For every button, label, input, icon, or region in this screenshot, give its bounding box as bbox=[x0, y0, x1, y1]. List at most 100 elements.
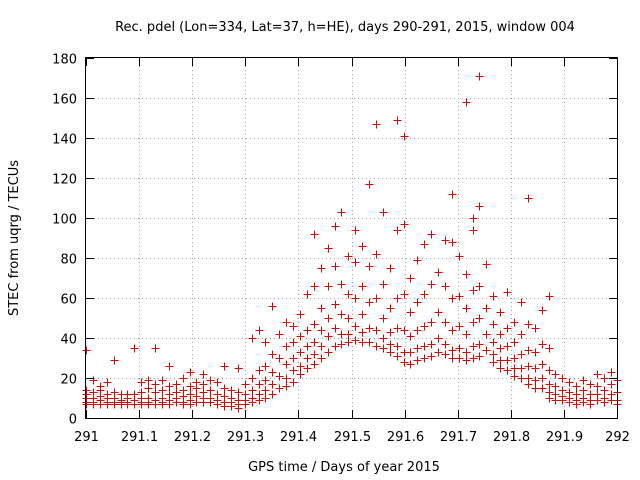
y-tick-label: 140 bbox=[52, 133, 77, 148]
data-point bbox=[358, 328, 367, 337]
data-point bbox=[213, 400, 222, 409]
data-point bbox=[151, 380, 160, 389]
data-point bbox=[337, 280, 346, 289]
data-point bbox=[455, 344, 464, 353]
data-point bbox=[400, 326, 409, 335]
data-point bbox=[303, 326, 312, 335]
data-point bbox=[172, 398, 181, 407]
data-point bbox=[275, 330, 284, 339]
data-point bbox=[400, 290, 409, 299]
data-point bbox=[489, 338, 498, 347]
data-point bbox=[538, 340, 547, 349]
x-axis-label: GPS time / Days of year 2015 bbox=[248, 460, 440, 475]
data-point bbox=[531, 364, 540, 373]
data-point bbox=[372, 326, 381, 335]
data-point bbox=[261, 394, 270, 403]
data-point bbox=[413, 344, 422, 353]
data-point bbox=[344, 330, 353, 339]
data-point bbox=[331, 262, 340, 271]
data-point bbox=[579, 386, 588, 395]
data-point bbox=[579, 376, 588, 385]
data-point bbox=[379, 334, 388, 343]
data-point bbox=[524, 362, 533, 371]
data-point bbox=[227, 402, 236, 411]
data-point bbox=[82, 346, 91, 355]
data-point bbox=[282, 342, 291, 351]
data-point bbox=[324, 314, 333, 323]
data-point bbox=[337, 330, 346, 339]
data-point bbox=[296, 370, 305, 379]
data-point bbox=[337, 340, 346, 349]
data-point bbox=[379, 280, 388, 289]
data-point bbox=[386, 348, 395, 357]
x-tick-label: 291 bbox=[74, 430, 99, 445]
data-point bbox=[372, 120, 381, 129]
data-point bbox=[261, 376, 270, 385]
data-point bbox=[531, 348, 540, 357]
data-point bbox=[261, 386, 270, 395]
data-point bbox=[503, 324, 512, 333]
data-point bbox=[455, 322, 464, 331]
data-point bbox=[496, 356, 505, 365]
data-point bbox=[538, 360, 547, 369]
data-point bbox=[317, 264, 326, 273]
data-point bbox=[406, 360, 415, 369]
data-point bbox=[462, 98, 471, 107]
data-point bbox=[248, 374, 257, 383]
data-point bbox=[296, 362, 305, 371]
data-point bbox=[255, 366, 264, 375]
data-point bbox=[310, 230, 319, 239]
data-point bbox=[365, 180, 374, 189]
x-tick-label: 291.3 bbox=[227, 430, 264, 445]
data-point bbox=[241, 380, 250, 389]
data-point bbox=[386, 340, 395, 349]
x-tick-label: 291.4 bbox=[280, 430, 317, 445]
data-point bbox=[165, 362, 174, 371]
data-point bbox=[179, 400, 188, 409]
data-point bbox=[406, 348, 415, 357]
data-point bbox=[482, 330, 491, 339]
data-point bbox=[503, 366, 512, 375]
data-point bbox=[469, 226, 478, 235]
grid bbox=[86, 58, 617, 418]
data-point bbox=[268, 380, 277, 389]
data-point bbox=[517, 364, 526, 373]
data-point bbox=[372, 250, 381, 259]
data-point bbox=[248, 398, 257, 407]
data-point bbox=[441, 282, 450, 291]
data-point bbox=[289, 366, 298, 375]
data-point bbox=[386, 304, 395, 313]
data-point bbox=[420, 354, 429, 363]
data-point bbox=[310, 282, 319, 291]
data-point bbox=[462, 270, 471, 279]
data-point bbox=[186, 400, 195, 409]
x-tick-label: 291.5 bbox=[334, 430, 371, 445]
data-point bbox=[303, 354, 312, 363]
y-tick-label: 60 bbox=[60, 293, 77, 308]
data-point bbox=[393, 294, 402, 303]
data-point bbox=[393, 352, 402, 361]
data-point bbox=[89, 376, 98, 385]
data-point bbox=[241, 400, 250, 409]
data-point bbox=[268, 302, 277, 311]
ticks: 0 20 40 60 80 100 120 140 160 180 291 291.1 291.2 291… bbox=[52, 53, 630, 446]
data-point bbox=[462, 330, 471, 339]
data-point bbox=[586, 400, 595, 409]
data-point bbox=[96, 400, 105, 409]
x-tick-label: 292 bbox=[605, 430, 630, 445]
data-point bbox=[268, 350, 277, 359]
chart-title: Rec. pdel (Lon=334, Lat=37, h=HE), days … bbox=[115, 20, 575, 35]
data-point bbox=[420, 290, 429, 299]
data-point bbox=[579, 398, 588, 407]
data-point bbox=[545, 380, 554, 389]
data-point bbox=[317, 354, 326, 363]
data-point bbox=[600, 386, 609, 395]
data-point bbox=[551, 370, 560, 379]
x-tick-label: 291.7 bbox=[440, 430, 477, 445]
data-point bbox=[344, 314, 353, 323]
data-point bbox=[310, 320, 319, 329]
data-point bbox=[351, 226, 360, 235]
data-point bbox=[393, 116, 402, 125]
data-point bbox=[255, 326, 264, 335]
